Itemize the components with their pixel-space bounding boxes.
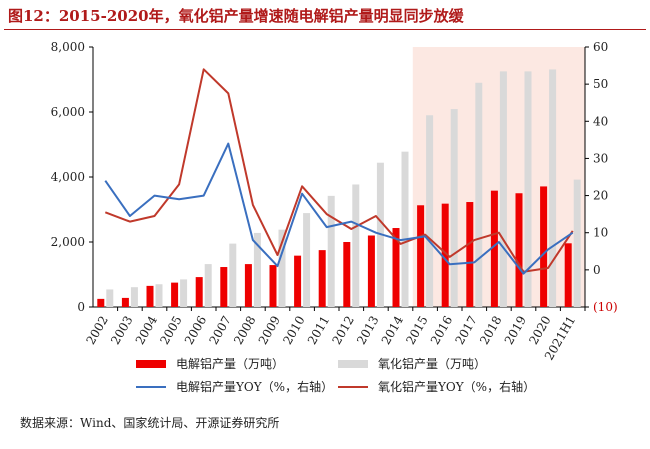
electrolytic-bar — [220, 267, 228, 307]
title-underline — [4, 29, 646, 30]
legend-label: 电解铝产量YOY（%，右轴） — [176, 380, 334, 394]
electrolytic-bar — [417, 205, 425, 307]
alumina-yoy-line — [104, 68, 574, 273]
x-tick-label: 2013 — [354, 314, 381, 347]
x-tick-label: 2015 — [403, 314, 430, 347]
alumina-bar — [303, 213, 311, 307]
alumina-bar — [180, 279, 188, 307]
alumina-bar — [352, 184, 360, 307]
legend-electrolytic-bar: 电解铝产量（万吨） — [136, 355, 284, 372]
alumina-bar — [327, 195, 335, 307]
electrolytic-bar — [343, 242, 351, 307]
x-tick-label: 2018 — [477, 314, 504, 347]
alumina-bar — [278, 229, 286, 307]
alumina-bar — [229, 243, 237, 307]
x-tick-label: 2019 — [502, 314, 529, 347]
alumina-bar — [204, 264, 212, 307]
electrolytic-bar — [269, 265, 277, 307]
electrolytic-bar — [195, 277, 203, 307]
source-note: 数据来源：Wind、国家统计局、开源证券研究所 — [20, 416, 280, 430]
electrolytic-bar — [490, 190, 498, 307]
x-tick-label: 2007 — [207, 314, 234, 347]
x-tick-label: 2002 — [84, 314, 111, 347]
right-tick-label: 60 — [593, 40, 608, 54]
left-tick-label: 2,000 — [51, 235, 85, 249]
alumina-bar — [499, 71, 507, 307]
legend-swatch-red-bar — [136, 359, 166, 368]
x-tick-label: 2003 — [108, 314, 135, 347]
alumina-bar — [524, 71, 532, 307]
left-tick-label: 8,000 — [51, 40, 85, 54]
legend-label: 氧化铝产量YOY（%，右轴） — [378, 380, 536, 394]
electrolytic-bar — [171, 282, 179, 307]
right-tick-label: 20 — [593, 189, 608, 203]
legend-label: 氧化铝产量（万吨） — [378, 357, 487, 371]
electrolytic-bar — [441, 203, 449, 307]
electrolytic-bar — [121, 297, 129, 307]
electrolytic-bar — [540, 186, 548, 307]
alumina-bar — [155, 284, 163, 307]
x-tick-label: 2016 — [428, 314, 455, 347]
left-tick-label: 6,000 — [51, 105, 85, 119]
right-tick-label: 10 — [593, 226, 608, 240]
x-tick-label: 2008 — [231, 314, 258, 347]
alumina-bar — [401, 151, 409, 307]
electrolytic-yoy-line — [104, 142, 574, 275]
alumina-bar — [106, 289, 114, 307]
x-tick-label: 2014 — [379, 313, 407, 347]
alumina-bar — [450, 109, 458, 307]
left-tick-label: 0 — [77, 300, 85, 314]
legend-swatch-blue-line — [136, 385, 166, 388]
electrolytic-bar — [515, 193, 523, 307]
left-tick-label: 4,000 — [51, 170, 85, 184]
legend-swatch-darkred-line — [338, 385, 368, 388]
right-tick-label: (10) — [593, 300, 618, 314]
legend-alumina-bar: 氧化铝产量（万吨） — [338, 355, 486, 372]
electrolytic-bar — [294, 255, 302, 307]
legend-swatch-grey-bar — [338, 359, 368, 368]
electrolytic-bar — [466, 202, 474, 307]
electrolytic-bar — [244, 264, 252, 307]
right-tick-label: 30 — [593, 151, 608, 165]
alumina-bar — [426, 115, 434, 307]
alumina-bar — [130, 287, 138, 307]
x-tick-label: 2017 — [453, 314, 480, 347]
highlight-band — [412, 47, 585, 307]
electrolytic-bar — [318, 250, 326, 307]
x-tick-label: 2011 — [305, 314, 332, 347]
x-tick-label: 2005 — [157, 314, 184, 347]
electrolytic-bar — [146, 285, 154, 307]
electrolytic-bar — [97, 298, 105, 307]
electrolytic-bar — [392, 228, 400, 307]
x-tick-label: 2006 — [182, 314, 209, 347]
alumina-bar — [253, 232, 261, 307]
x-tick-label: 2012 — [330, 314, 357, 347]
chart-title: 图12：2015-2020年，氧化铝产量增速随电解铝产量明显同步放缓 — [8, 7, 464, 25]
right-tick-label: 0 — [593, 263, 601, 277]
electrolytic-bar — [564, 243, 572, 307]
alumina-bar — [475, 82, 483, 307]
electrolytic-bar — [367, 235, 375, 307]
x-tick-label: 2004 — [133, 313, 161, 347]
right-tick-label: 40 — [593, 114, 608, 128]
legend-alumina-yoy: 氧化铝产量YOY（%，右轴） — [338, 378, 535, 395]
right-tick-label: 50 — [593, 77, 608, 91]
alumina-bar — [573, 179, 581, 307]
legend-electrolytic-yoy: 电解铝产量YOY（%，右轴） — [136, 378, 333, 395]
x-tick-label: 2009 — [256, 314, 283, 347]
legend-label: 电解铝产量（万吨） — [176, 357, 285, 371]
x-tick-label: 2010 — [280, 314, 307, 347]
alumina-bar — [549, 69, 557, 307]
